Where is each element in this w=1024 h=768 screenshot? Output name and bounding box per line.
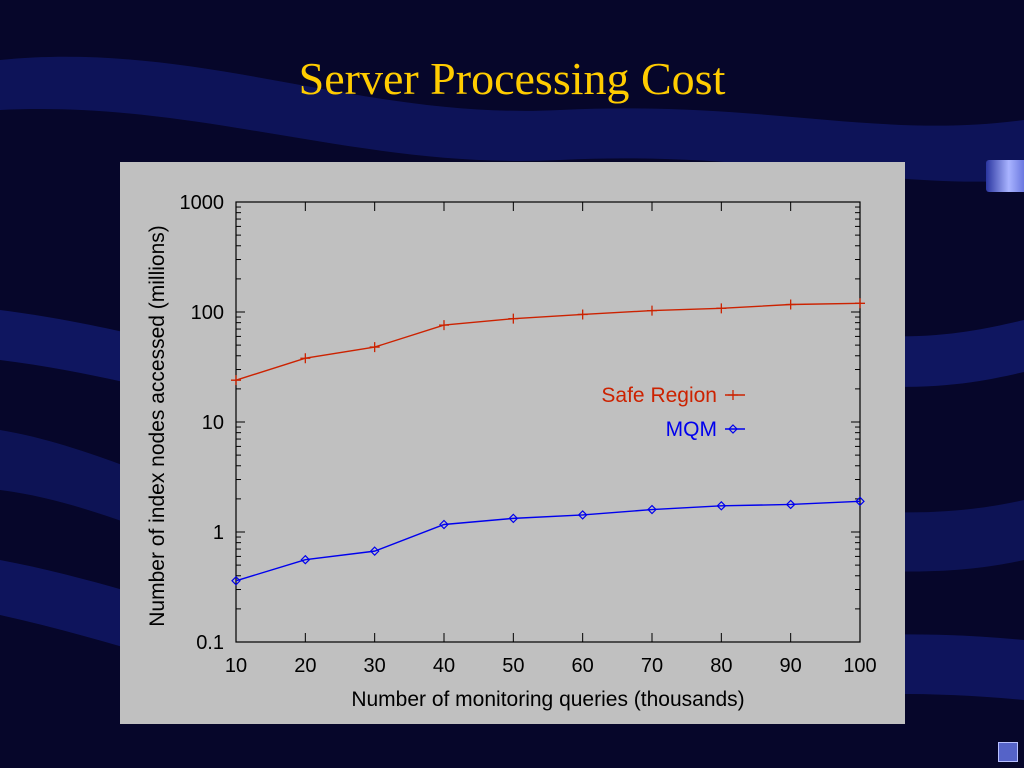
data-point-mqm [231, 575, 241, 586]
x-tick-label: 90 [780, 655, 802, 677]
data-point-safe-region [577, 309, 588, 320]
data-point-mqm [855, 496, 865, 507]
data-point-mqm [439, 519, 449, 530]
y-tick-label: 0.1 [196, 632, 224, 654]
data-point-mqm [577, 510, 588, 520]
data-point-safe-region [647, 305, 657, 316]
y-tick-label: 1 [213, 522, 224, 544]
slide-title: Server Processing Cost [298, 53, 726, 104]
x-tick-label: 50 [502, 655, 524, 677]
data-point-safe-region [369, 342, 380, 353]
data-point-mqm [508, 513, 519, 524]
data-point-safe-region [300, 353, 311, 364]
side-tab-icon [986, 160, 1024, 192]
x-tick-label: 70 [641, 655, 663, 677]
y-tick-label: 100 [191, 302, 224, 324]
data-point-safe-region [785, 299, 796, 310]
x-tick-label: 60 [572, 655, 594, 677]
data-point-safe-region [855, 298, 865, 309]
x-axis-title: Number of monitoring queries (thousands) [351, 688, 744, 711]
data-point-safe-region [508, 313, 519, 324]
chart-panel: 0.1 1 10 100 1000 10 20 30 40 50 60 70 80 90 100 Number… [120, 162, 905, 724]
legend-marker-safe-region [728, 390, 738, 400]
legend-label-mqm: MQM [666, 418, 717, 441]
data-point-safe-region [439, 320, 449, 331]
slide-nav-icon[interactable] [998, 742, 1018, 762]
y-axis-title: Number of index nodes accessed (millions… [146, 225, 169, 627]
data-point-safe-region [231, 375, 241, 386]
x-tick-label: 10 [225, 655, 247, 677]
x-tick-label: 30 [364, 655, 386, 677]
legend-marker-mqm [728, 424, 738, 434]
series-line-safe-region [235, 302, 861, 381]
data-point-mqm [300, 554, 311, 565]
x-tick-label: 20 [294, 655, 316, 677]
data-point-mqm [716, 500, 727, 511]
data-point-mqm [647, 504, 657, 515]
y-tick-label: 10 [202, 412, 224, 434]
y-tick-label: 1000 [180, 192, 225, 214]
x-tick-label: 80 [710, 655, 732, 677]
legend-label-safe-region: Safe Region [601, 384, 717, 407]
x-tick-label: 40 [433, 655, 455, 677]
data-point-safe-region [716, 303, 727, 314]
x-tick-label: 100 [843, 655, 876, 677]
line-chart: 0.1 1 10 100 1000 10 20 30 40 50 60 70 80 90 100 Number… [146, 192, 877, 711]
data-point-mqm [369, 546, 380, 556]
data-point-mqm [785, 499, 796, 510]
series-line-mqm [235, 500, 861, 582]
plot-frame [235, 201, 861, 643]
